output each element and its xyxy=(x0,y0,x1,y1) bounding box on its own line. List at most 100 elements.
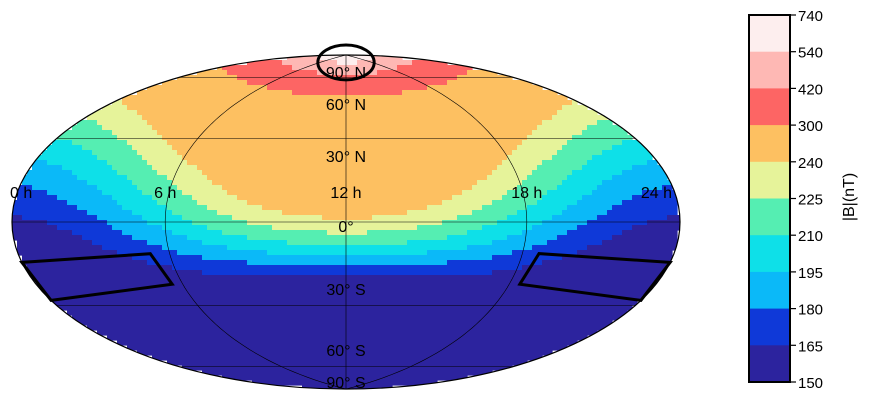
heatmap-cell xyxy=(502,160,543,166)
heatmap-cell xyxy=(17,195,58,201)
heatmap-cell xyxy=(162,80,248,86)
heatmap-cell xyxy=(547,240,603,246)
heatmap-cell xyxy=(22,180,88,186)
heatmap-cell xyxy=(52,140,73,146)
heatmap-cell xyxy=(167,205,208,211)
heatmap-cells xyxy=(12,55,680,389)
colorbar-tick-label: 210 xyxy=(798,228,823,245)
heatmap-cell xyxy=(532,130,583,136)
heatmap-cell xyxy=(222,375,468,381)
heatmap-cell xyxy=(137,110,558,116)
outlined-region-box xyxy=(19,252,175,303)
heatmap-cell xyxy=(92,150,138,156)
heatmap-cell xyxy=(417,225,483,231)
heatmap-cell xyxy=(117,170,158,176)
heatmap-cell xyxy=(467,70,498,76)
heatmap-cell xyxy=(562,105,588,111)
heatmap-cell xyxy=(12,230,73,236)
heatmap-cell xyxy=(507,190,548,196)
heatmap-cell xyxy=(147,85,268,91)
heatmap-cell xyxy=(197,70,228,76)
heatmap-cell xyxy=(247,80,448,86)
heatmap-cell xyxy=(527,135,573,141)
heatmap-cell xyxy=(592,155,653,161)
heatmap-cell xyxy=(632,195,678,201)
heatmap-cell xyxy=(457,215,508,221)
heatmap-cell xyxy=(122,230,173,236)
heatmap-cell xyxy=(522,230,568,236)
heatmap-cell xyxy=(167,175,208,181)
heatmap-cell xyxy=(67,200,118,206)
heatmap-cell xyxy=(17,190,48,196)
heatmap-cell xyxy=(112,100,123,106)
heatmap-cell xyxy=(87,210,133,216)
heatmap-cell xyxy=(112,165,153,171)
heatmap-cell xyxy=(12,205,78,211)
heatmap-cell xyxy=(247,260,448,266)
heatmap-cell xyxy=(632,225,680,231)
heatmap-cell xyxy=(152,355,543,361)
x-tick-label: 24 h xyxy=(641,185,672,202)
heatmap-cell xyxy=(532,245,588,251)
heatmap-cell xyxy=(542,220,588,226)
heatmap-cell xyxy=(482,225,533,231)
heatmap-cell xyxy=(157,200,198,206)
heatmap-cell xyxy=(457,75,513,81)
heatmap-cell xyxy=(322,215,373,221)
heatmap-cell xyxy=(542,160,588,166)
heatmap-cell xyxy=(152,195,193,201)
heatmap-cell xyxy=(477,180,523,186)
heatmap-cell xyxy=(117,135,163,141)
heatmap-cell xyxy=(227,190,463,196)
heatmap-cell xyxy=(302,385,393,389)
colorbar-swatch xyxy=(749,15,790,53)
heatmap-cell xyxy=(252,380,438,386)
heatmap-cell xyxy=(207,225,273,231)
outlined-region-polar xyxy=(316,43,376,82)
heatmap-cell xyxy=(47,145,83,151)
heatmap-cell xyxy=(17,185,33,191)
heatmap-cell xyxy=(372,55,403,61)
y-tick-label: 90° N xyxy=(326,65,366,82)
heatmap-cell xyxy=(162,225,208,231)
heatmap-cell xyxy=(467,230,523,236)
heatmap-cell xyxy=(162,135,528,141)
heatmap-cell xyxy=(547,190,593,196)
heatmap-cell xyxy=(577,250,673,256)
heatmap-cell xyxy=(202,270,493,276)
heatmap-cell xyxy=(147,220,193,226)
heatmap-cell xyxy=(32,275,663,281)
colorbar-tick-label: 540 xyxy=(798,45,823,62)
heatmap-cell xyxy=(497,220,543,226)
heatmap-cell xyxy=(577,225,633,231)
heatmap-cell xyxy=(587,160,648,166)
heatmap-cell xyxy=(147,260,248,266)
heatmap-cell xyxy=(562,180,603,186)
heatmap-cell xyxy=(487,175,528,181)
heatmap-cell xyxy=(587,125,623,131)
heatmap-cell xyxy=(147,120,543,126)
heatmap-cell xyxy=(237,75,458,81)
heatmap-cell xyxy=(662,185,673,191)
heatmap-cell xyxy=(12,200,68,206)
heatmap-cell xyxy=(192,220,248,226)
colorbar-title: |B|(nT) xyxy=(841,173,858,221)
heatmap-cell xyxy=(17,245,103,251)
heatmap-cell xyxy=(227,245,468,251)
heatmap-cell xyxy=(12,215,23,221)
map-outline xyxy=(11,54,681,390)
heatmap-cell xyxy=(377,70,468,76)
heatmap-cell xyxy=(102,245,163,251)
heatmap-cell xyxy=(12,210,88,216)
colorbar-swatch xyxy=(749,271,790,310)
heatmap-cell xyxy=(72,315,623,321)
heatmap-cell xyxy=(597,120,613,126)
heatmap-cell xyxy=(282,60,338,66)
heatmap-cell xyxy=(552,215,598,221)
heatmap-cell xyxy=(282,210,408,216)
heatmap-cell xyxy=(127,140,168,146)
heatmap-cell xyxy=(492,240,548,246)
heatmap-cell xyxy=(107,160,148,166)
heatmap-cell xyxy=(92,110,138,116)
